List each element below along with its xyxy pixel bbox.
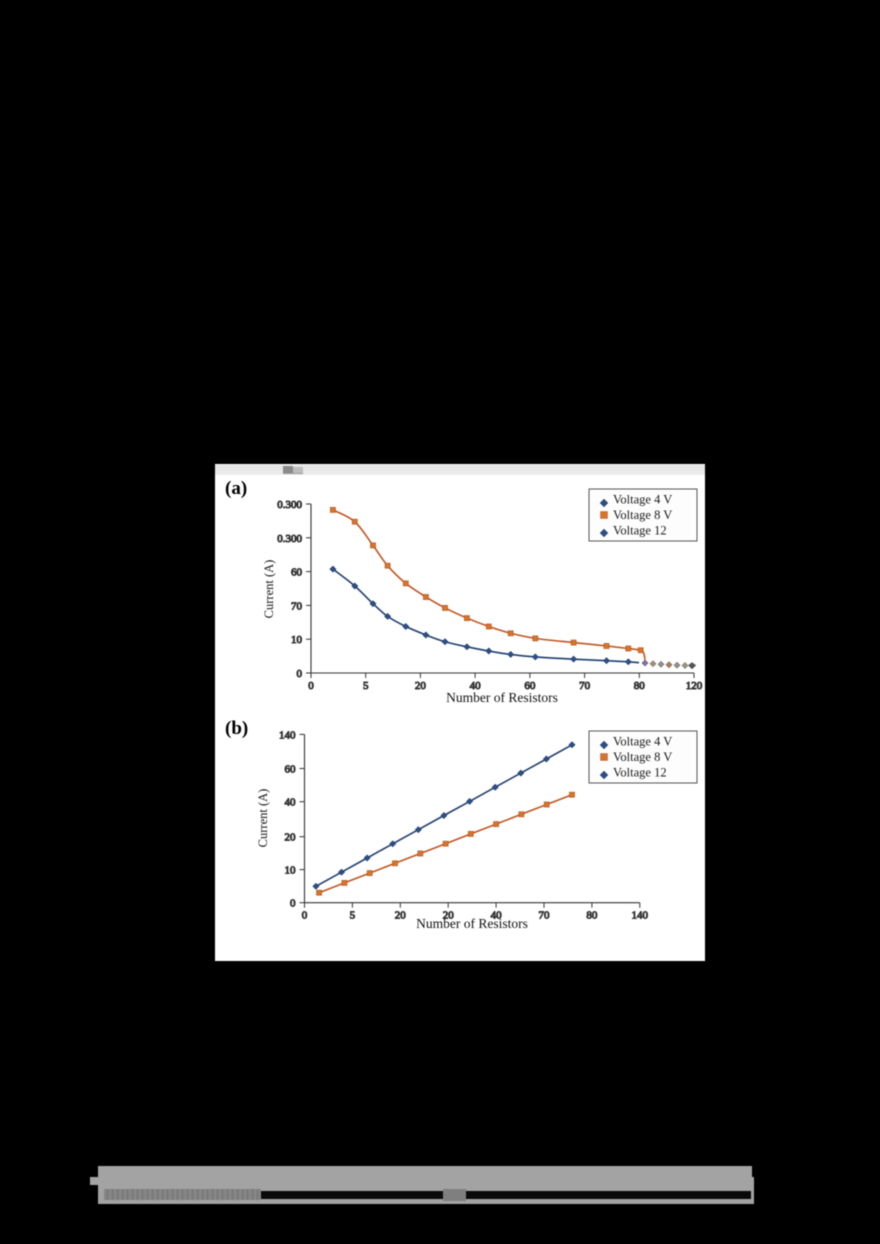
svg-text:0: 0 (308, 680, 314, 692)
svg-text:0: 0 (297, 668, 303, 680)
svg-text:20: 20 (395, 910, 407, 922)
svg-text:10: 10 (291, 634, 303, 646)
svg-text:70: 70 (539, 910, 551, 922)
svg-text:70: 70 (291, 600, 303, 612)
svg-text:0.300: 0.300 (277, 499, 302, 511)
svg-text:80: 80 (586, 910, 598, 922)
svg-text:140: 140 (632, 910, 649, 922)
svg-text:5: 5 (363, 680, 369, 692)
svg-text:140: 140 (279, 729, 296, 741)
svg-text:70: 70 (579, 680, 591, 692)
svg-text:120: 120 (686, 680, 703, 692)
svg-text:Voltage 12: Voltage 12 (613, 524, 667, 538)
svg-text:20: 20 (285, 832, 297, 844)
svg-text:10: 10 (285, 865, 297, 877)
svg-text:40: 40 (285, 797, 297, 809)
svg-text:5: 5 (350, 910, 356, 922)
svg-text:Voltage 8 V: Voltage 8 V (613, 508, 672, 522)
svg-text:Voltage 8 V: Voltage 8 V (613, 750, 672, 764)
svg-text:Current (A): Current (A) (256, 789, 270, 848)
svg-text:Voltage 4 V: Voltage 4 V (613, 493, 672, 507)
svg-text:Number of Resistors: Number of Resistors (446, 690, 558, 705)
svg-text:Current (A): Current (A) (262, 560, 276, 619)
svg-text:Voltage 12: Voltage 12 (613, 766, 667, 780)
svg-text:60: 60 (285, 764, 297, 776)
svg-text:80: 80 (634, 680, 646, 692)
svg-text:0: 0 (302, 910, 308, 922)
svg-text:0.300: 0.300 (277, 533, 302, 545)
svg-text:Voltage 4 V: Voltage 4 V (613, 735, 672, 749)
svg-text:60: 60 (291, 567, 303, 579)
svg-text:Number of Resistors: Number of Resistors (416, 916, 528, 929)
svg-text:0: 0 (290, 898, 296, 910)
svg-text:20: 20 (415, 680, 427, 692)
